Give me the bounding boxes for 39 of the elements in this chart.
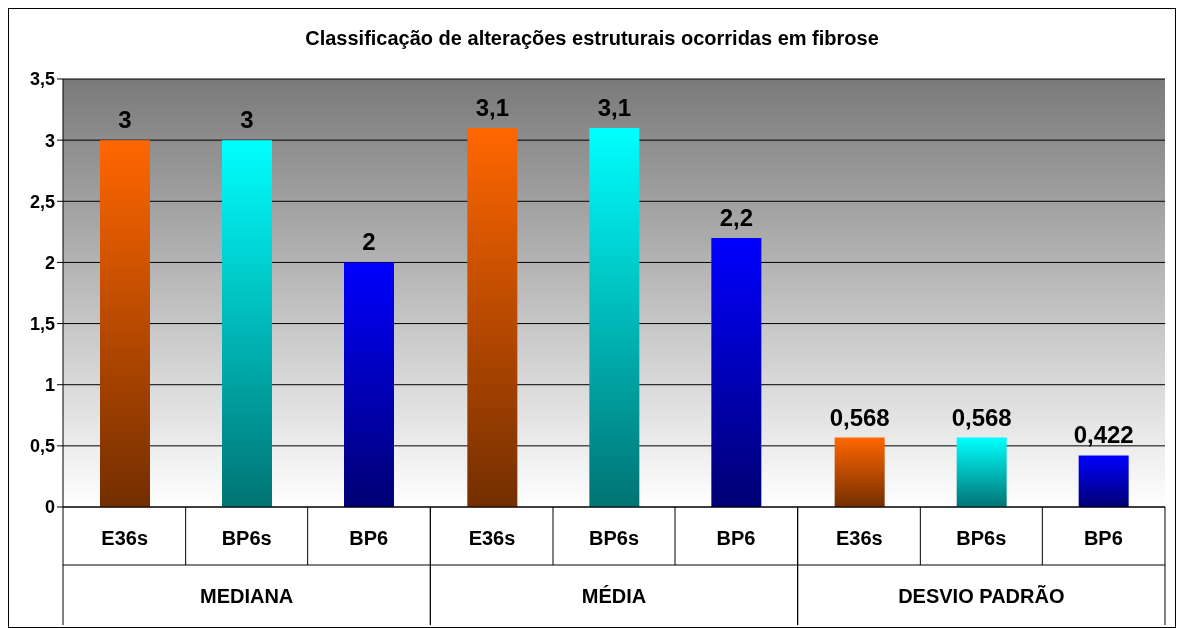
y-tick-label: 3 bbox=[44, 130, 55, 151]
y-tick-label: 0 bbox=[44, 497, 55, 518]
data-label: 3 bbox=[118, 106, 132, 134]
data-label: 0,568 bbox=[951, 403, 1012, 431]
y-tick-label: 2 bbox=[44, 252, 55, 273]
text: BP6s bbox=[956, 527, 1007, 549]
data-label: 3 bbox=[240, 106, 254, 134]
x-tick-label: DESVIO PADRÃO bbox=[898, 585, 1065, 607]
data-label: 2 bbox=[362, 228, 376, 256]
text: BP6s bbox=[588, 527, 640, 549]
bar bbox=[1078, 455, 1129, 507]
y-tick-label: 1,5 bbox=[29, 313, 55, 334]
text: BP6 bbox=[716, 527, 756, 549]
bar bbox=[222, 140, 272, 507]
bar bbox=[834, 437, 885, 507]
y-tick-label: 3,5 bbox=[29, 69, 55, 90]
y-tick-label: 0,5 bbox=[29, 436, 55, 457]
y-tick-label: 1 bbox=[44, 375, 55, 396]
data-label: 0,568 bbox=[829, 403, 890, 431]
series-label: BP6 bbox=[349, 527, 389, 549]
x-tick-label: MEDIANA bbox=[199, 585, 294, 607]
bar bbox=[589, 127, 640, 507]
data-label: 3,1 bbox=[475, 93, 510, 121]
data-label: 3,1 bbox=[597, 93, 632, 121]
text: E36s bbox=[835, 527, 883, 549]
y-tick-label: 2,5 bbox=[29, 191, 55, 212]
series-label: E36s bbox=[101, 527, 149, 549]
bar bbox=[344, 262, 394, 507]
series-label: BP6s bbox=[221, 527, 272, 549]
text: BP6 bbox=[1083, 527, 1123, 549]
text: E36s bbox=[468, 527, 516, 549]
x-tick-label: MÉDIA bbox=[581, 585, 647, 607]
bar bbox=[711, 237, 762, 507]
bar bbox=[956, 437, 1007, 507]
bar bbox=[100, 140, 150, 507]
bar bbox=[467, 127, 518, 507]
data-label: 0,422 bbox=[1073, 421, 1134, 449]
chart-title: Classificação de alterações estruturais ocorridas em fibrose bbox=[304, 25, 880, 51]
data-label: 2,2 bbox=[719, 203, 754, 231]
